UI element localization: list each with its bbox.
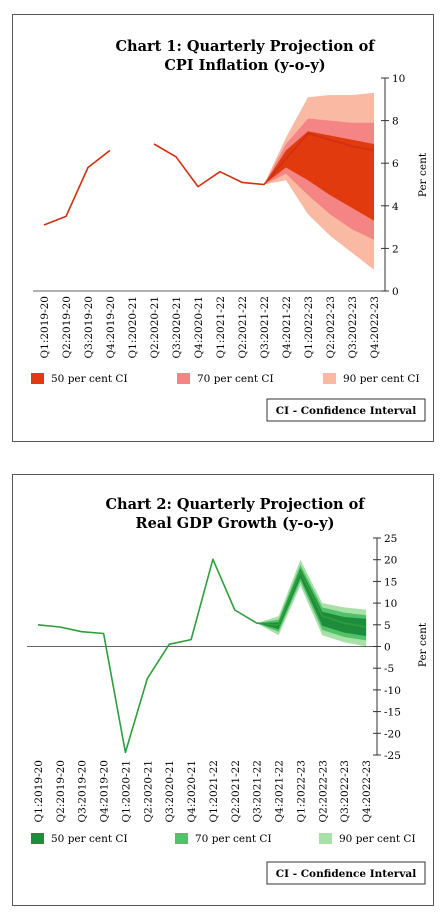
cpi-legend-label: 90 per cent CI — [343, 373, 420, 385]
cpi-x-tick-label: Q1:2022-23 — [303, 296, 315, 358]
gdp-y-tick-label: -25 — [384, 750, 401, 762]
gdp-y-tick-label: -5 — [384, 663, 394, 675]
gdp-chart-svg: Chart 2: Quarterly Projection of Real GD… — [27, 496, 429, 885]
gdp-y-tick-label: -20 — [384, 728, 401, 740]
gdp-x-tick-label: Q4:2019-20 — [99, 760, 111, 822]
cpi-x-tick-label: Q2:2019-20 — [61, 296, 73, 358]
gdp-y-axis-label: Per cent — [417, 622, 429, 667]
gdp-x-tick-label: Q3:2020-21 — [164, 760, 176, 822]
cpi-chart-title-line2: CPI Inflation (y-o-y) — [164, 57, 325, 74]
gdp-legend-swatch — [31, 833, 44, 844]
gdp-y-tick-label: 20 — [384, 555, 397, 567]
cpi-chart-panel: Chart 1: Quarterly Projection of CPI Inf… — [12, 14, 434, 442]
gdp-x-tick-label: Q3:2019-20 — [77, 760, 89, 822]
cpi-series-line-1 — [153, 132, 375, 188]
cpi-x-tick-label: Q4:2022-23 — [369, 296, 381, 358]
cpi-y-axis-label: Per cent — [417, 152, 429, 197]
gdp-legend-item: 90 per cent CI — [319, 833, 416, 845]
gdp-x-tick-label: Q2:2020-21 — [142, 760, 154, 822]
gdp-x-tick-label: Q1:2022-23 — [295, 760, 307, 822]
cpi-x-tick-label: Q4:2020-21 — [193, 296, 205, 358]
gdp-y-tick-label: 25 — [384, 533, 397, 545]
cpi-x-tick-label: Q3:2021-22 — [259, 296, 271, 358]
cpi-x-tick-label: Q2:2021-22 — [237, 296, 249, 358]
cpi-fan-chart — [264, 92, 374, 270]
gdp-legend-item: 50 per cent CI — [31, 833, 128, 845]
gdp-legend-swatch — [175, 833, 188, 844]
gdp-chart-title-line2: Real GDP Growth (y-o-y) — [136, 515, 335, 532]
cpi-ci-note-box: CI - Confidence Interval — [266, 398, 426, 422]
cpi-x-tick-label: Q4:2019-20 — [105, 296, 117, 358]
gdp-x-tick-label: Q4:2022-23 — [361, 760, 373, 822]
gdp-fan-chart — [256, 559, 367, 647]
gdp-y-tick-label: 15 — [384, 576, 397, 588]
gdp-x-tick-label: Q4:2020-21 — [186, 760, 198, 822]
cpi-y-tick-label: 6 — [392, 158, 399, 170]
gdp-legend-label: 50 per cent CI — [51, 833, 128, 845]
cpi-x-tick-label: Q1:2021-22 — [215, 296, 227, 358]
cpi-series-line-0 — [43, 149, 111, 226]
cpi-x-tick-label: Q1:2020-21 — [127, 296, 139, 358]
gdp-x-tick-label: Q2:2021-22 — [230, 760, 242, 822]
gdp-y-tick-label: -15 — [384, 707, 401, 719]
gdp-band-50-per-cent-ci — [256, 568, 367, 637]
gdp-x-tick-label: Q3:2022-23 — [339, 760, 351, 822]
gdp-chart-panel: Chart 2: Quarterly Projection of Real GD… — [12, 474, 434, 906]
cpi-y-tick-label: 8 — [392, 116, 399, 128]
gdp-legend-label: 90 per cent CI — [339, 833, 416, 845]
cpi-ci-note-text: CI - Confidence Interval — [276, 405, 416, 417]
gdp-ci-note-box: CI - Confidence Interval — [266, 861, 426, 885]
cpi-y-tick-label: 10 — [392, 73, 405, 85]
cpi-y-tick-label: 0 — [392, 286, 399, 298]
cpi-legend-item: 70 per cent CI — [177, 373, 274, 385]
gdp-y-tick-label: 10 — [384, 598, 397, 610]
cpi-y-tick-label: 2 — [392, 243, 399, 255]
gdp-x-tick-label: Q1:2020-21 — [120, 760, 132, 822]
cpi-x-tick-label: Q2:2020-21 — [149, 296, 161, 358]
cpi-legend-item: 90 per cent CI — [323, 373, 420, 385]
gdp-y-tick-label: 0 — [384, 642, 391, 654]
gdp-x-tick-label: Q3:2021-22 — [252, 760, 264, 822]
cpi-y-tick-label: 4 — [392, 201, 399, 213]
cpi-x-tick-label: Q2:2022-23 — [325, 296, 337, 358]
gdp-x-tick-label: Q2:2019-20 — [55, 760, 67, 822]
gdp-ci-note-text: CI - Confidence Interval — [276, 868, 416, 880]
gdp-x-tick-label: Q1:2021-22 — [208, 760, 220, 822]
gdp-x-tick-label: Q1:2019-20 — [33, 760, 45, 822]
gdp-y-tick-label: -10 — [384, 685, 401, 697]
gdp-y-tick-label: 5 — [384, 620, 391, 632]
cpi-legend-swatch — [323, 373, 336, 384]
cpi-legend-label: 50 per cent CI — [51, 373, 128, 385]
gdp-legend-item: 70 per cent CI — [175, 833, 272, 845]
cpi-legend-item: 50 per cent CI — [31, 373, 128, 385]
gdp-x-tick-label: Q2:2022-23 — [317, 760, 329, 822]
cpi-x-tick-label: Q4:2021-22 — [281, 296, 293, 358]
cpi-x-tick-label: Q3:2019-20 — [83, 296, 95, 358]
gdp-legend-label: 70 per cent CI — [195, 833, 272, 845]
cpi-x-tick-label: Q3:2022-23 — [347, 296, 359, 358]
cpi-legend-label: 70 per cent CI — [197, 373, 274, 385]
gdp-x-tick-label: Q4:2021-22 — [274, 760, 286, 822]
cpi-legend-swatch — [31, 373, 44, 384]
gdp-chart-title-line1: Chart 2: Quarterly Projection of — [106, 496, 367, 513]
cpi-x-tick-label: Q1:2019-20 — [39, 296, 51, 358]
gdp-legend-swatch — [319, 833, 332, 844]
cpi-chart-title-line1: Chart 1: Quarterly Projection of — [116, 38, 377, 55]
cpi-legend-swatch — [177, 373, 190, 384]
gdp-series-line-0 — [37, 558, 367, 754]
cpi-x-tick-label: Q3:2020-21 — [171, 296, 183, 358]
cpi-chart-svg: Chart 1: Quarterly Projection of CPI Inf… — [31, 38, 429, 422]
